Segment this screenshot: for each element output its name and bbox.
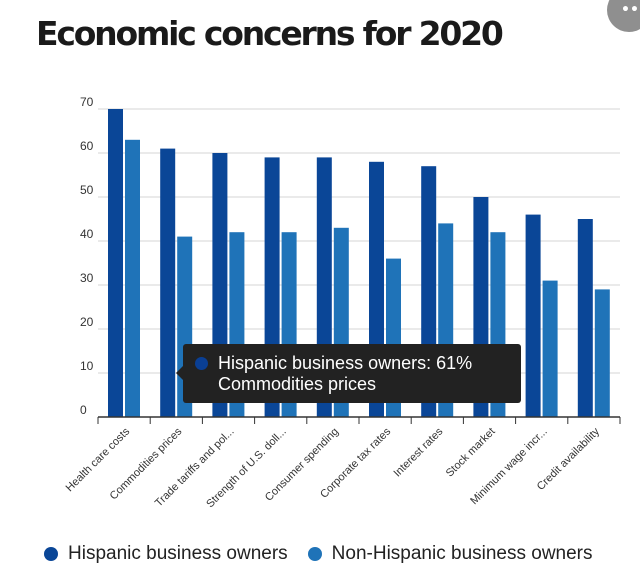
y-tick-label: 20 [80, 315, 94, 329]
legend-item-hispanic[interactable]: Hispanic business owners [44, 543, 288, 565]
legend-item-non-hispanic[interactable]: Non-Hispanic business owners [307, 543, 593, 565]
legend-label-hispanic: Hispanic business owners [68, 543, 288, 564]
y-tick-label: 10 [80, 359, 94, 373]
y-tick-label: 30 [80, 271, 94, 285]
chart-title: Economic concerns for 2020 [36, 14, 504, 53]
bar-hispanic [525, 214, 541, 417]
more-options-button[interactable]: ••• [607, 0, 640, 32]
legend-label-non-hispanic: Non-Hispanic business owners [331, 543, 593, 564]
bar-non-hispanic [594, 289, 610, 417]
legend-dot-hispanic [44, 547, 58, 561]
tooltip-series-dot [195, 357, 208, 370]
legend-dot-non-hispanic [307, 547, 322, 561]
tooltip-category: Commodities prices [218, 374, 377, 394]
bar-hispanic [108, 109, 123, 417]
y-tick-label: 60 [80, 139, 94, 153]
tooltip-series-value: Hispanic business owners: 61% [218, 353, 473, 373]
chart-tooltip: Hispanic business owners: 61% Commoditie… [176, 344, 521, 403]
x-tick-label: Interest rates [392, 425, 446, 479]
y-tick-label: 70 [80, 95, 94, 109]
chart-legend: Hispanic business owners Non-Hispanic bu… [44, 543, 613, 565]
y-tick-label: 0 [80, 403, 87, 417]
y-tick-label: 50 [80, 183, 94, 197]
bar-hispanic [577, 219, 593, 417]
bar-hispanic [160, 148, 176, 417]
bar-non-hispanic [542, 280, 558, 417]
x-tick-label: Stock market [444, 426, 498, 480]
y-tick-label: 40 [80, 227, 94, 241]
bar-non-hispanic [125, 139, 140, 418]
